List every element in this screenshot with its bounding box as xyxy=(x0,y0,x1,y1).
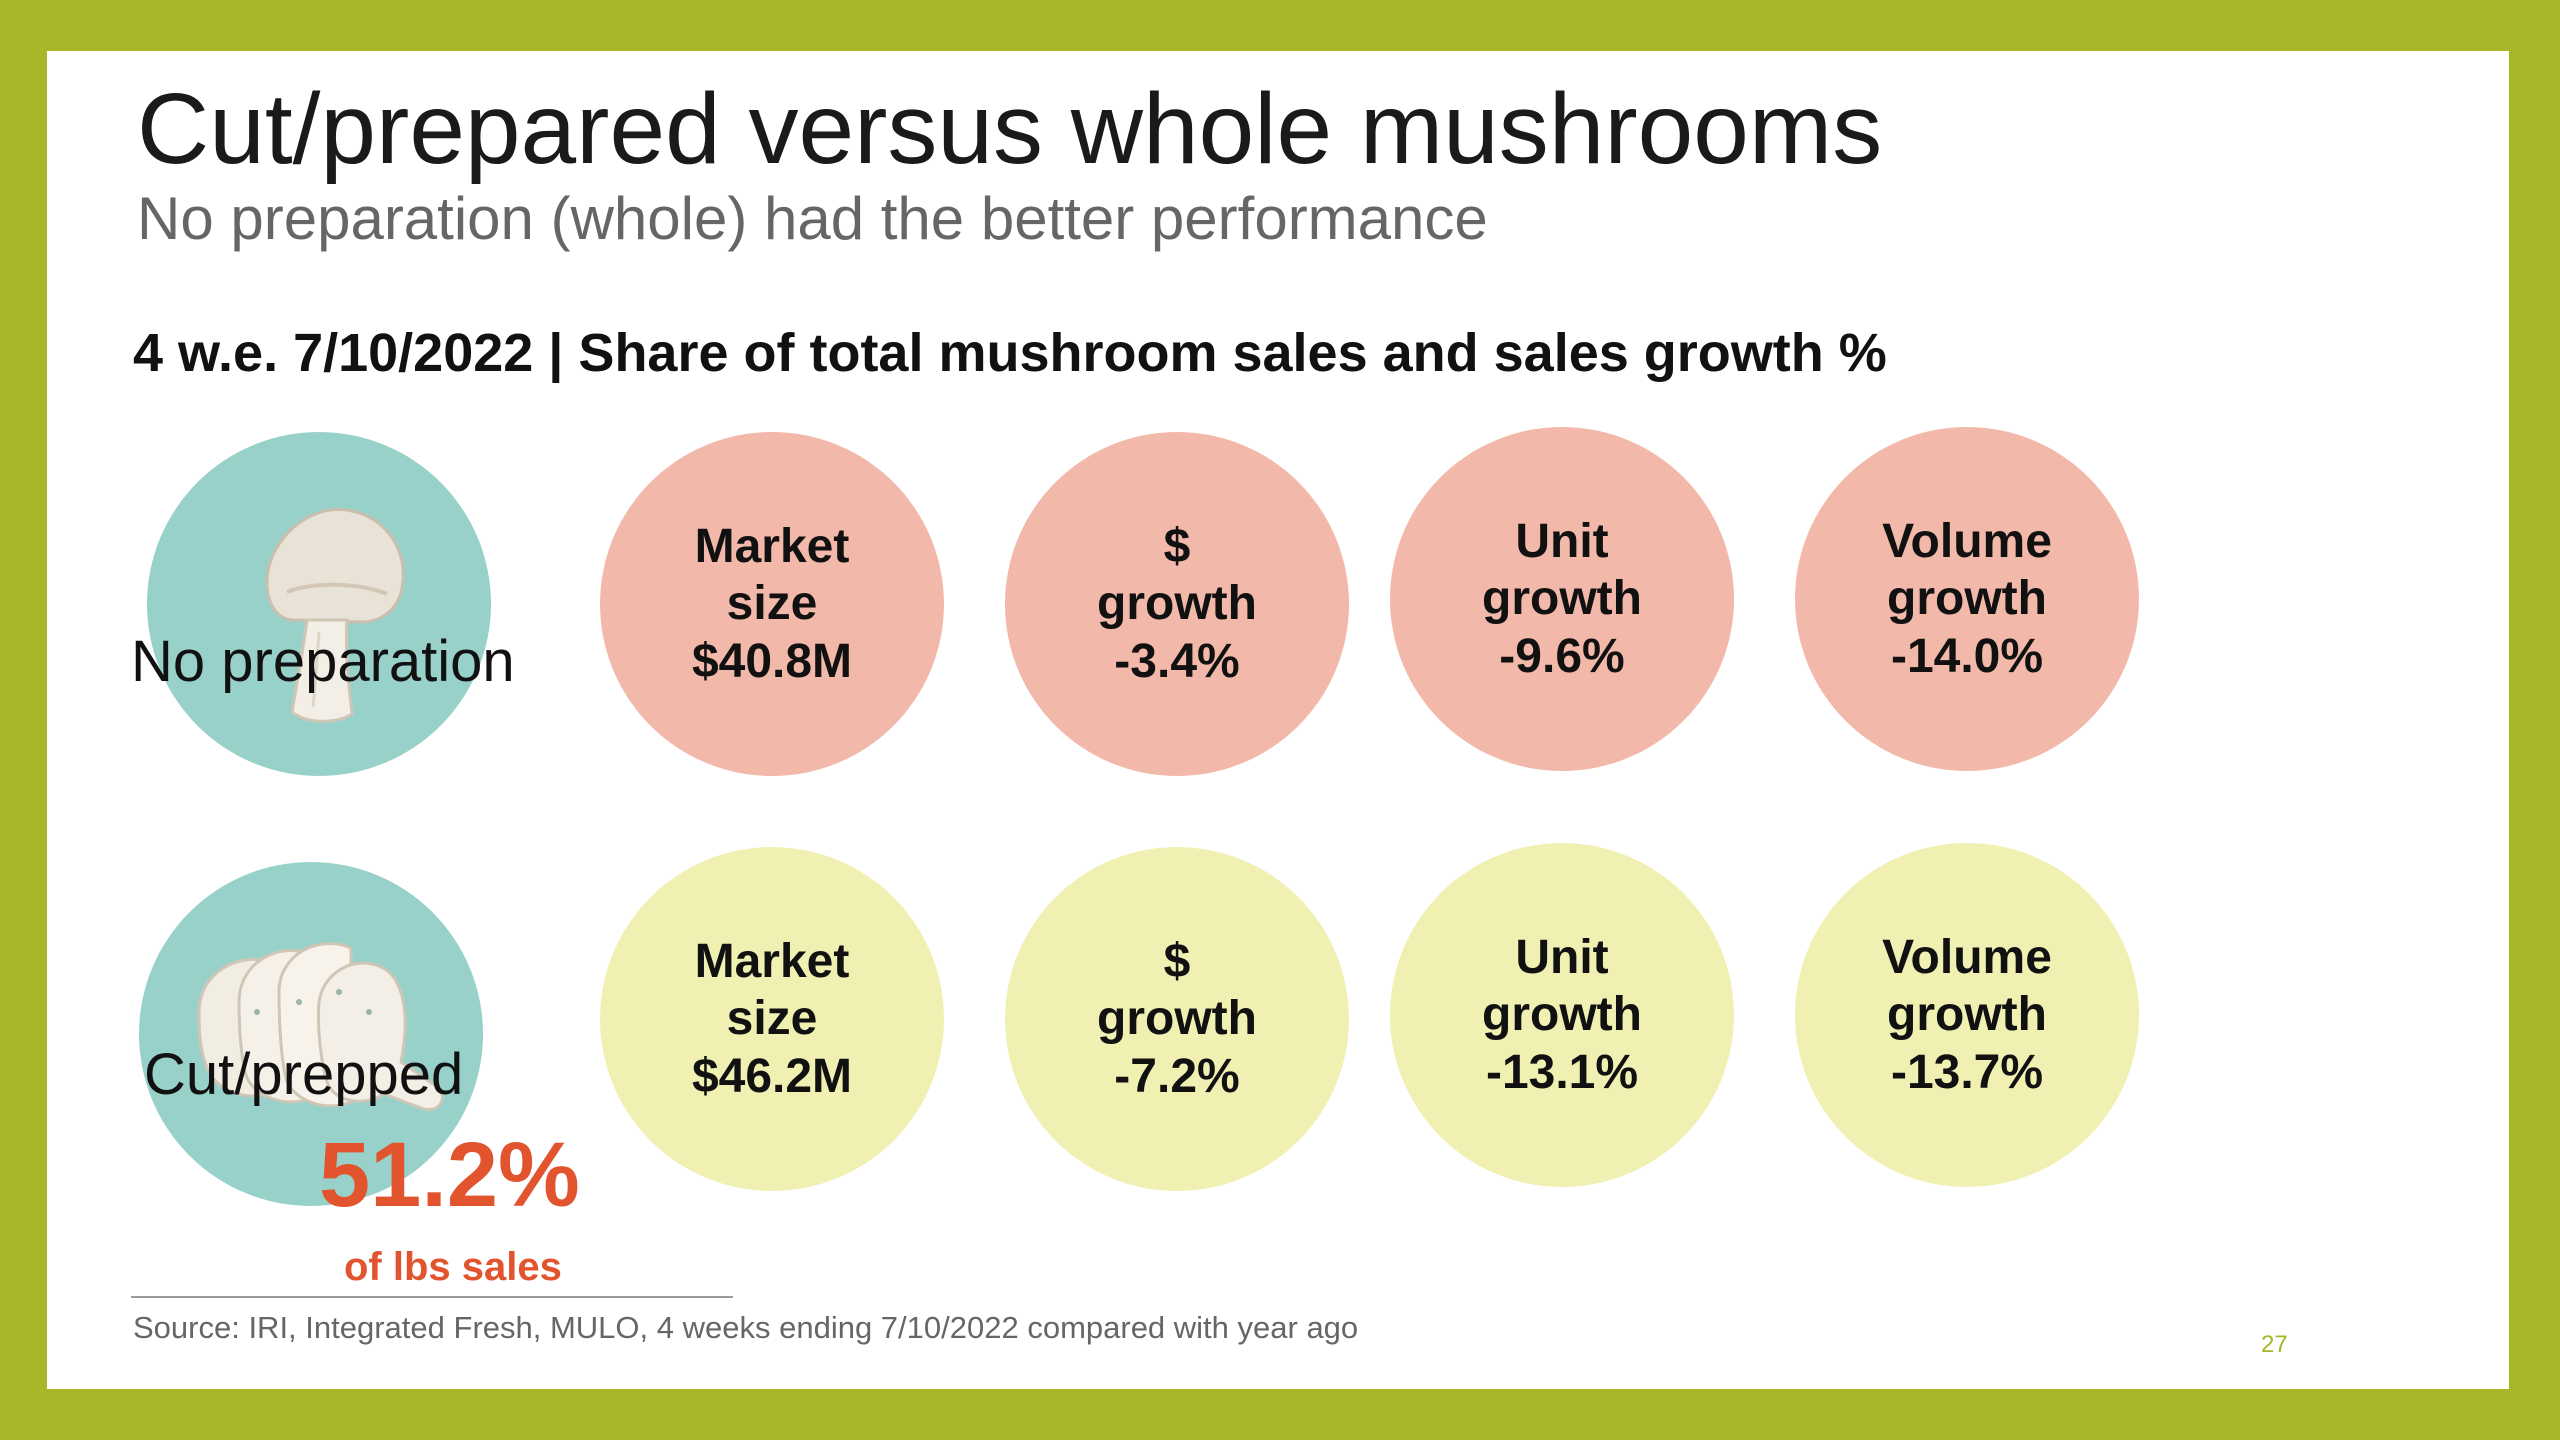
metric-unit-growth-cut-prepped: Unit growth -13.1% xyxy=(1390,843,1734,1187)
sliced-mushroom-icon xyxy=(197,942,444,1111)
metric-value: $46.2M xyxy=(691,1049,853,1103)
metric-label-line1: Volume xyxy=(1882,930,2052,984)
source-note: Source: IRI, Integrated Fresh, MULO, 4 w… xyxy=(133,1310,1359,1345)
metric-volume-growth-no-preparation: Volume growth -14.0% xyxy=(1795,427,2139,771)
metric-volume-growth-cut-prepped: Volume growth -13.7% xyxy=(1795,843,2139,1187)
metric-label-line2: size xyxy=(726,992,818,1046)
metric-value: -7.2% xyxy=(1114,1049,1240,1103)
metric-market-size-cut-prepped: Market size $46.2M xyxy=(600,847,944,1191)
no-preparation-icon-circle xyxy=(147,432,491,776)
whole-mushroom-icon xyxy=(265,507,405,723)
metric-value: $40.8M xyxy=(691,634,853,688)
metric-label-line1: Market xyxy=(694,519,850,573)
share-value: 51.2% xyxy=(319,1124,580,1226)
slide: Cut/prepared versus whole mushrooms No p… xyxy=(47,51,2509,1389)
metric-value: -13.7% xyxy=(1890,1045,2044,1099)
metric-label-line2: growth xyxy=(1887,572,2047,626)
metric-unit-growth-no-preparation: Unit growth -9.6% xyxy=(1390,427,1734,771)
metric-value: -13.1% xyxy=(1485,1045,1639,1099)
share-label: of lbs sales xyxy=(344,1245,562,1289)
metric-value: -14.0% xyxy=(1890,629,2044,683)
metric-label-line2: growth xyxy=(1887,988,2047,1042)
metric-label-line1: Volume xyxy=(1882,514,2052,568)
metric-label-line1: $ xyxy=(1163,519,1191,573)
metric-market-size-no-preparation: Market size $40.8M xyxy=(600,432,944,776)
metric-value: -9.6% xyxy=(1499,629,1625,683)
page-number: 27 xyxy=(2261,1331,2288,1358)
slide-subtitle: No preparation (whole) had the better pe… xyxy=(137,185,1488,252)
row-label-no-preparation: No preparation xyxy=(131,629,515,694)
metric-label-line2: size xyxy=(726,577,818,631)
source-divider xyxy=(131,1296,733,1298)
metric-dollar-growth-no-preparation: $ growth -3.4% xyxy=(1005,432,1349,776)
row-label-cut-prepped: Cut/prepped xyxy=(144,1042,464,1107)
metric-label-line2: growth xyxy=(1097,577,1257,631)
slide-title: Cut/prepared versus whole mushrooms xyxy=(137,73,1883,185)
metric-label-line2: growth xyxy=(1482,988,1642,1042)
chart-heading: 4 w.e. 7/10/2022 | Share of total mushro… xyxy=(133,323,1887,383)
metric-label-line2: growth xyxy=(1097,992,1257,1046)
metric-label-line1: $ xyxy=(1163,934,1191,988)
metric-label-line1: Unit xyxy=(1515,930,1609,984)
cut-prepped-icon-circle xyxy=(139,862,483,1206)
metric-label-line1: Market xyxy=(694,934,850,988)
metric-value: -3.4% xyxy=(1114,634,1240,688)
metric-label-line1: Unit xyxy=(1515,514,1609,568)
metric-label-line2: growth xyxy=(1482,572,1642,626)
metric-dollar-growth-cut-prepped: $ growth -7.2% xyxy=(1005,847,1349,1191)
